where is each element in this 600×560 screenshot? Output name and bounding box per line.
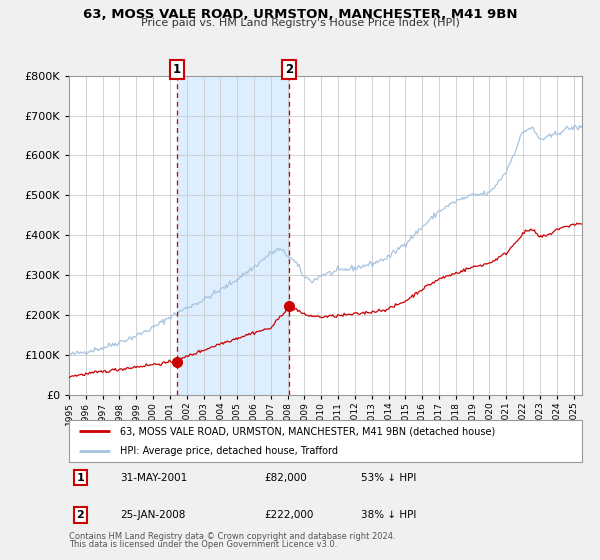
Text: HPI: Average price, detached house, Trafford: HPI: Average price, detached house, Traf… (121, 446, 338, 456)
Text: £82,000: £82,000 (264, 473, 307, 483)
Text: 2: 2 (285, 63, 293, 76)
Text: 63, MOSS VALE ROAD, URMSTON, MANCHESTER, M41 9BN (detached house): 63, MOSS VALE ROAD, URMSTON, MANCHESTER,… (121, 426, 496, 436)
Text: 25-JAN-2008: 25-JAN-2008 (121, 510, 185, 520)
FancyBboxPatch shape (69, 420, 582, 462)
Text: Price paid vs. HM Land Registry's House Price Index (HPI): Price paid vs. HM Land Registry's House … (140, 18, 460, 29)
Text: Contains HM Land Registry data © Crown copyright and database right 2024.: Contains HM Land Registry data © Crown c… (69, 532, 395, 541)
Text: 1: 1 (173, 63, 181, 76)
Text: 63, MOSS VALE ROAD, URMSTON, MANCHESTER, M41 9BN: 63, MOSS VALE ROAD, URMSTON, MANCHESTER,… (83, 8, 517, 21)
Text: 1: 1 (76, 473, 84, 483)
Text: 2: 2 (76, 510, 84, 520)
Text: 38% ↓ HPI: 38% ↓ HPI (361, 510, 417, 520)
Text: 53% ↓ HPI: 53% ↓ HPI (361, 473, 417, 483)
Bar (177, 76, 289, 395)
Text: £222,000: £222,000 (264, 510, 313, 520)
Text: This data is licensed under the Open Government Licence v3.0.: This data is licensed under the Open Gov… (69, 540, 337, 549)
Text: 31-MAY-2001: 31-MAY-2001 (121, 473, 188, 483)
